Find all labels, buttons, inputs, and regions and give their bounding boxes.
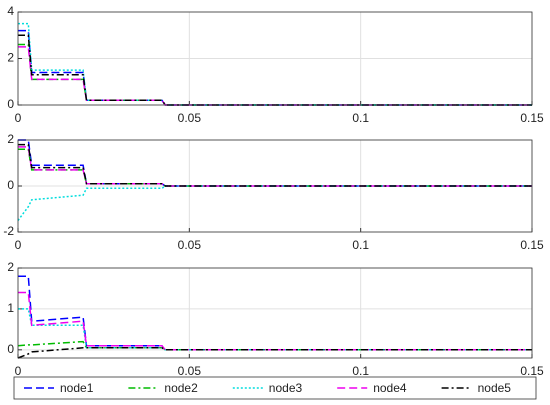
x-tick-label: 0.05 [178,111,202,125]
y-tick-label: 4 [7,4,14,18]
axes-frame [17,139,533,233]
axes-box [18,268,532,358]
x-tick-label: 0.1 [352,364,369,378]
legend-box [13,376,537,400]
legend-label: node2 [164,381,198,395]
x-tick-label: 0 [15,111,22,125]
y-tick-label: 2 [7,260,14,274]
series-line [18,291,532,351]
axes-frame [17,11,533,106]
x-tick-label: 0.15 [520,238,544,252]
y-tick-label: 0 [7,342,14,356]
y-tick-label: 2 [7,51,14,65]
x-tick-label: 0.15 [520,111,544,125]
series-line [18,46,532,106]
y-tick-label: 2 [7,132,14,146]
y-tick-label: 0 [7,178,14,192]
series-line [18,143,532,187]
y-tick-label: 1 [7,301,14,315]
legend-label: node4 [373,381,407,395]
legend-label: node3 [269,381,303,395]
x-tick-label: 0.05 [178,238,202,252]
x-tick-label: 0 [15,364,22,378]
x-tick-label: 0 [15,238,22,252]
y-tick-label: 0 [7,97,14,111]
x-tick-label: 0.1 [352,238,369,252]
x-tick-label: 0.05 [178,364,202,378]
x-tick-label: 0.15 [520,364,544,378]
legend-label: node5 [478,381,512,395]
legend-label: node1 [60,381,94,395]
series-line [18,34,532,106]
axes-frame [17,267,533,359]
series-line [17,185,532,221]
series-line [17,347,532,359]
series-line [18,275,532,351]
y-tick-label: -2 [3,224,14,238]
x-tick-label: 0.1 [352,111,369,125]
